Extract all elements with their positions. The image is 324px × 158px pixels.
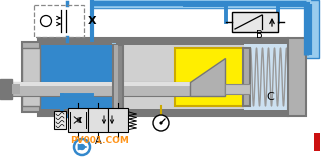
Bar — [39, 45, 287, 109]
Polygon shape — [78, 144, 87, 150]
Bar — [314, 133, 320, 151]
Bar — [92, 0, 310, 8]
Bar — [114, 45, 118, 109]
Bar — [225, 84, 250, 94]
Bar — [175, 48, 245, 106]
Circle shape — [160, 122, 162, 124]
Bar — [305, 4, 317, 56]
Polygon shape — [190, 58, 225, 96]
Text: B: B — [256, 30, 262, 40]
Text: PV001.COM: PV001.COM — [70, 136, 129, 145]
Bar — [38, 109, 288, 116]
Bar — [39, 45, 114, 109]
Bar — [22, 48, 40, 106]
Bar — [108, 108, 128, 132]
Bar — [22, 42, 40, 112]
Bar — [0, 82, 190, 86]
Circle shape — [79, 145, 85, 149]
Bar — [305, 0, 319, 58]
Text: C: C — [266, 92, 274, 102]
Bar — [113, 45, 123, 109]
Text: X: X — [88, 16, 97, 26]
Bar — [243, 48, 250, 106]
Bar — [54, 111, 66, 129]
Bar — [68, 108, 88, 132]
Bar — [244, 44, 296, 110]
Bar — [92, 0, 310, 7]
Circle shape — [153, 115, 169, 131]
Bar — [0, 79, 12, 99]
Bar — [38, 38, 288, 116]
Text: A: A — [95, 136, 101, 146]
Bar — [34, 5, 84, 37]
Bar — [38, 38, 288, 45]
Bar — [0, 82, 190, 96]
Bar — [288, 38, 306, 116]
Bar — [112, 43, 116, 111]
Bar — [232, 12, 278, 32]
Bar — [12, 84, 20, 94]
Bar — [88, 108, 108, 132]
